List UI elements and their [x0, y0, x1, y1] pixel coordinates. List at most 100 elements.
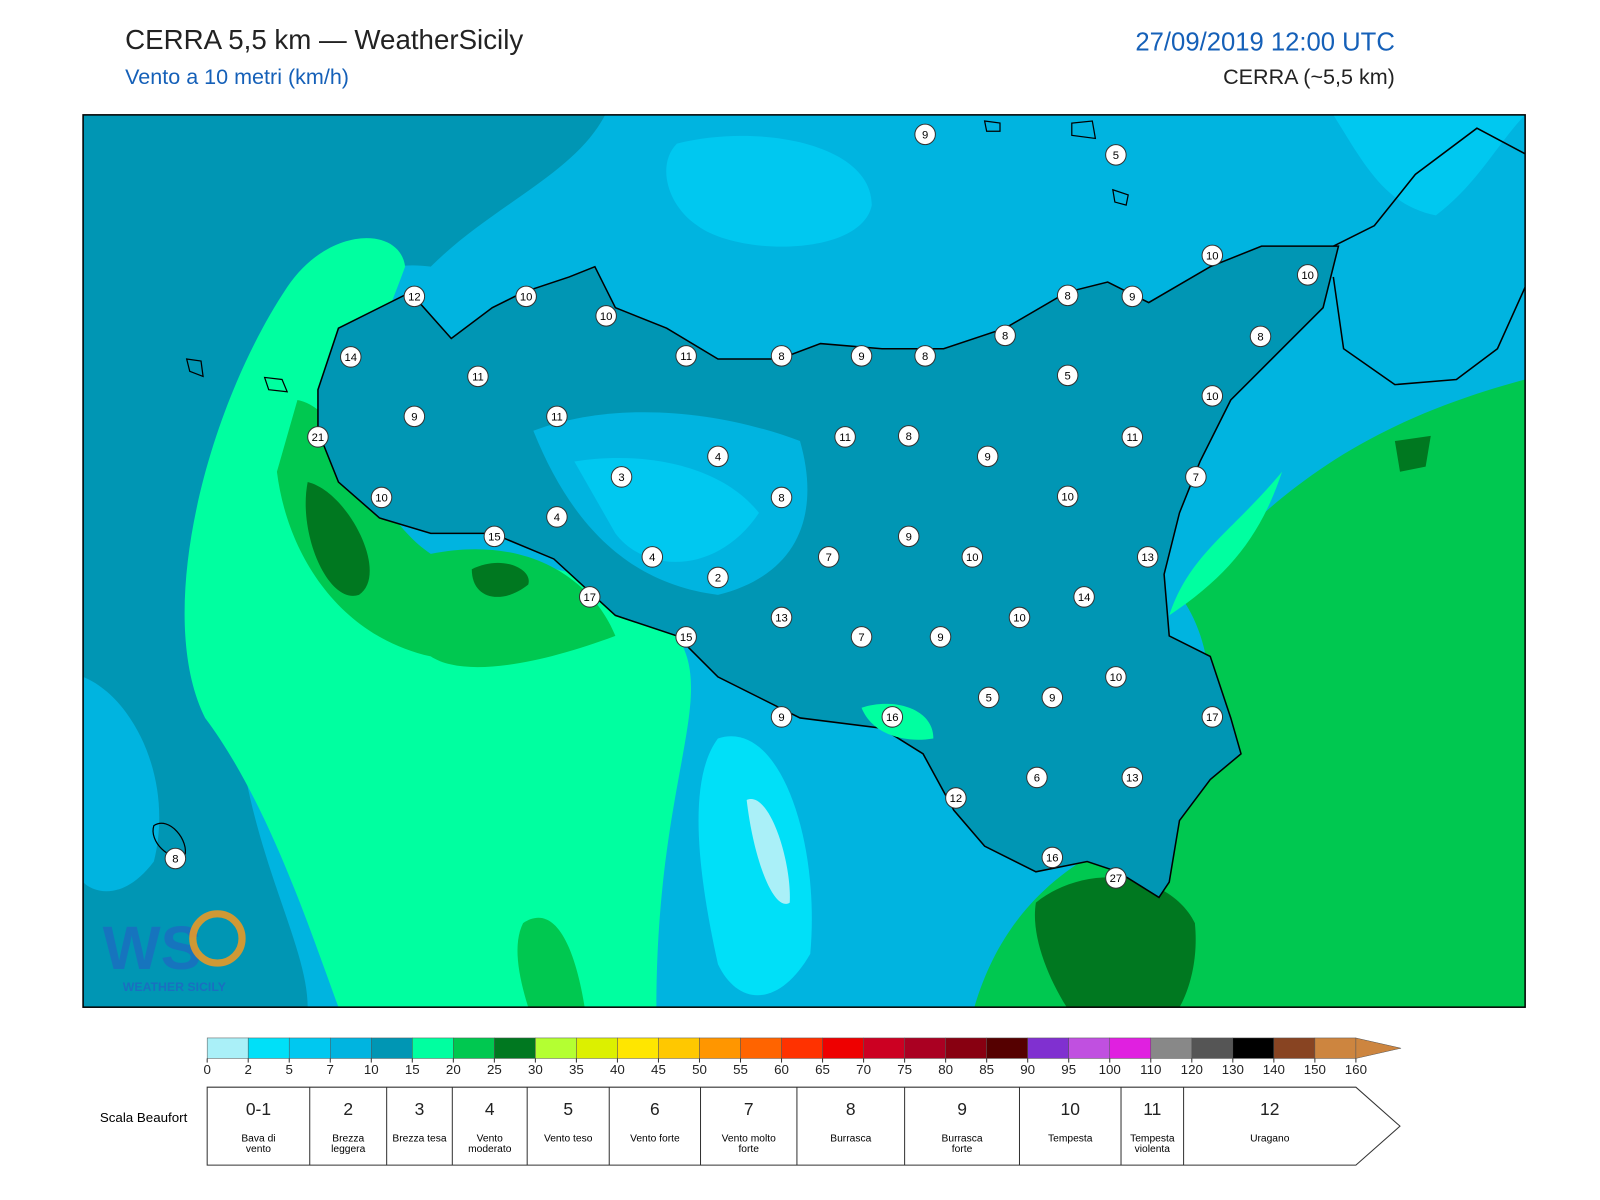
station-marker [1201, 385, 1224, 407]
colorbar-bin [740, 1037, 782, 1059]
station-value: 8 [778, 493, 784, 505]
colorbar-bin [617, 1037, 659, 1059]
colorbar-tick-label: 5 [286, 1062, 293, 1077]
beaufort-name: Vento moderato [468, 1133, 512, 1155]
station-value: 17 [1206, 712, 1219, 724]
station-value: 5 [1065, 370, 1071, 382]
station-marker [770, 345, 793, 367]
title: CERRA 5,5 km — WeatherSicily [125, 24, 524, 56]
station-value: 10 [1206, 391, 1219, 403]
station-marker [1056, 364, 1079, 387]
station-value: 10 [1061, 492, 1074, 504]
colorbar-tick-label: 80 [938, 1062, 953, 1077]
colorbar-bin [535, 1037, 577, 1059]
colorbar-tick-label: 130 [1222, 1062, 1244, 1077]
station-value: 15 [680, 632, 693, 644]
station-value: 8 [1002, 330, 1008, 342]
station-marker [1201, 706, 1224, 728]
beaufort-force: 3 [415, 1099, 425, 1119]
station-marker [914, 123, 936, 146]
station-marker [1249, 325, 1272, 348]
colorbar-tick-label: 40 [610, 1062, 625, 1077]
svg-text:WS: WS [103, 914, 202, 983]
colorbar-bin [1150, 1037, 1193, 1059]
station-marker [1185, 466, 1207, 488]
beaufort-force: 11 [1143, 1099, 1161, 1119]
station-value: 11 [551, 412, 563, 424]
station-marker [1041, 846, 1064, 869]
station-marker [770, 486, 793, 509]
logo-text: WEATHER SICILY [123, 980, 226, 994]
station-value: 8 [922, 351, 928, 363]
station-value: 3 [618, 472, 624, 484]
beaufort-force: 10 [1061, 1099, 1081, 1119]
station-value: 11 [680, 351, 692, 363]
station-value: 14 [1078, 592, 1091, 604]
station-marker [370, 486, 393, 509]
beaufort-scale: 0-1 2 3 4 5 6 7 8 9 10 11 12 [206, 1086, 1401, 1166]
colorbar-tick-label: 20 [446, 1062, 461, 1077]
colorbar-bin [1314, 1037, 1357, 1059]
station-value: 10 [600, 311, 613, 323]
colorbar-tick-label: 25 [487, 1062, 502, 1077]
station-marker [1008, 606, 1031, 629]
beaufort-name: Burrasca forte [941, 1133, 983, 1155]
station-value: 5 [1113, 150, 1119, 162]
colorbar-bin [576, 1037, 618, 1059]
station-value: 10 [520, 292, 533, 304]
colorbar-bin [1068, 1037, 1110, 1059]
station-marker [595, 305, 617, 327]
colorbar-tick-label: 140 [1263, 1062, 1285, 1077]
station-marker [339, 346, 362, 368]
station-marker [770, 706, 793, 728]
colorbar-tick-label: 7 [327, 1062, 334, 1077]
colorbar-tick-label: 45 [651, 1062, 666, 1077]
station-marker [1105, 666, 1127, 688]
station-value: 14 [345, 352, 358, 364]
station-marker [1041, 686, 1064, 709]
station-marker [546, 405, 568, 428]
colorbar-tick-label: 160 [1345, 1062, 1367, 1077]
station-marker [1056, 284, 1079, 307]
colorbar-bin [1109, 1037, 1152, 1059]
stations: 9 5 10 10 12 10 10 8 9 8 14 11 11 8 9 8 8 5 10 9 11 21 11 8 11 4 9… [164, 123, 1319, 889]
station-value: 9 [1049, 693, 1055, 705]
colorbar-tick-label: 55 [733, 1062, 748, 1077]
station-value: 13 [1126, 773, 1139, 785]
station-marker [403, 285, 426, 308]
station-value: 8 [906, 431, 912, 443]
colorbar-bin [247, 1037, 290, 1059]
station-marker [403, 405, 426, 428]
station-marker [578, 586, 601, 608]
station-value: 27 [1110, 873, 1123, 885]
station-value: 13 [775, 613, 788, 625]
station-marker [897, 525, 920, 548]
station-marker [1121, 285, 1144, 308]
station-marker [850, 345, 873, 367]
station-value: 4 [554, 512, 560, 524]
colorbar-bin [822, 1037, 864, 1059]
beaufort-name: Bava di vento [241, 1133, 276, 1155]
station-marker [1056, 485, 1079, 508]
beaufort-name: Tempesta [1048, 1133, 1093, 1145]
station-marker [164, 847, 187, 870]
station-marker [515, 285, 537, 308]
station-value: 10 [966, 552, 979, 564]
colorbar-bin [863, 1037, 905, 1059]
station-marker [707, 566, 729, 589]
station-marker [897, 425, 920, 447]
station-marker [707, 445, 729, 468]
station-value: 12 [408, 292, 421, 304]
station-value: 16 [1046, 853, 1059, 865]
station-value: 5 [986, 693, 992, 705]
station-value: 9 [858, 351, 864, 363]
colorbar-tick-label: 150 [1304, 1062, 1326, 1077]
station-value: 9 [906, 532, 912, 544]
station-value: 11 [1126, 432, 1138, 444]
colorbar-tick-label: 50 [692, 1062, 707, 1077]
colorbar-bin [945, 1037, 987, 1059]
colorbar-tick-label: 95 [1061, 1062, 1076, 1077]
colorbar-bin [494, 1037, 536, 1059]
model: CERRA (~5,5 km) [1223, 65, 1395, 90]
beaufort-force: 5 [563, 1099, 573, 1119]
